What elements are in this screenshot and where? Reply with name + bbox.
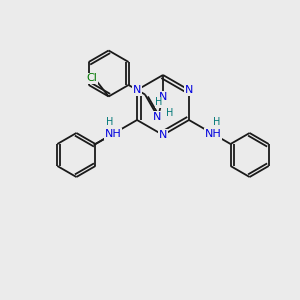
Text: H: H (166, 108, 174, 118)
Text: H: H (212, 117, 220, 127)
Text: NH: NH (104, 129, 121, 139)
Text: N: N (185, 85, 193, 95)
Text: N: N (159, 130, 167, 140)
Text: N: N (133, 85, 141, 95)
Text: H: H (106, 117, 113, 127)
Text: H: H (155, 98, 163, 107)
Text: NH: NH (205, 129, 222, 139)
Text: Cl: Cl (86, 74, 97, 83)
Text: N: N (159, 92, 167, 102)
Text: N: N (153, 112, 161, 122)
